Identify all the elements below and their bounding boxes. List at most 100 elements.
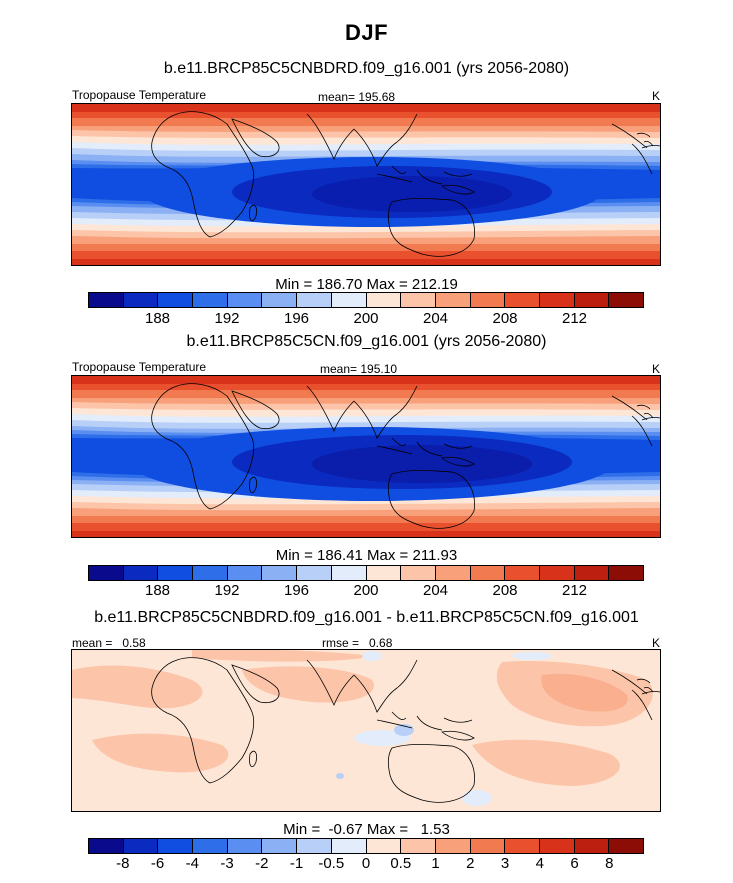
- diff-neg-1: [354, 730, 410, 746]
- colorbar-swatch-2: [158, 566, 194, 580]
- colorbar-tick-label: -0.5: [318, 855, 345, 872]
- colorbar-tick-label: 0: [361, 855, 371, 872]
- colorbar-swatch-13: [539, 566, 575, 580]
- colorbar-swatch-8: [366, 293, 402, 307]
- panel-3-title: b.e11.BRCP85C5CNBDRD.f09_g16.001 - b.e11…: [94, 609, 639, 626]
- madagascar-coast: [249, 204, 257, 222]
- colorbar-swatch-0: [89, 566, 124, 580]
- caribbean-islands: [636, 404, 654, 419]
- central-america-coast: [611, 123, 648, 149]
- colorbar-tick-label: 188: [144, 310, 171, 327]
- diff-neg-5: [512, 652, 552, 660]
- panel-3-units-label: K: [652, 636, 661, 650]
- panel-1-field: [72, 104, 660, 265]
- se-asia-coast: [353, 113, 418, 167]
- diff-patch-1: [72, 665, 203, 709]
- colorbar-swatch-2: [158, 293, 194, 307]
- colorbar-swatch-6: [297, 839, 332, 853]
- africa-coast: [151, 657, 255, 784]
- panel-1-minmax: Min = 186.70 Max = 212.19: [275, 276, 458, 293]
- colorbar-tick-label: 196: [283, 582, 310, 599]
- panel-2-title: b.e11.BRCP85C5CN.f09_g16.001 (yrs 2056-2…: [186, 333, 547, 350]
- central-america-coast: [611, 669, 648, 695]
- panel-2-variable-label: Tropopause Temperature: [72, 360, 207, 374]
- colorbar-swatch-8: [366, 839, 402, 853]
- colorbar-tick-label: 200: [353, 310, 379, 327]
- panel-2-units-label: K: [652, 362, 661, 376]
- new-guinea-coast: [441, 184, 475, 195]
- colorbar-swatch-11: [470, 566, 506, 580]
- colorbar-swatch-14: [574, 566, 610, 580]
- panel-2-minmax: Min = 186.41 Max = 211.93: [275, 547, 458, 564]
- colorbar-swatch-2: [158, 839, 194, 853]
- arabia-coast: [231, 390, 280, 430]
- colorbar-tick-label: 8: [605, 855, 614, 872]
- colorbar-swatch-7: [331, 839, 367, 853]
- colorbar-tick-label: 6: [570, 855, 579, 872]
- colorbar-swatch-5: [262, 566, 298, 580]
- australia-coast: [387, 743, 475, 803]
- panel-2-map: [71, 375, 661, 538]
- colorbar-swatch-11: [470, 293, 506, 307]
- panel-1-colorbar-ticks: 188 192 196 200 204 208 212: [88, 310, 644, 330]
- panel-3-minmax: Min = -0.67 Max = 1.53: [283, 821, 450, 838]
- colorbar-tick-label: 208: [492, 310, 518, 327]
- colorbar-swatch-4: [227, 566, 263, 580]
- india-coast: [306, 113, 355, 161]
- colorbar-swatch-7: [331, 566, 367, 580]
- colorbar-swatch-9: [401, 839, 436, 853]
- panel-3-colorbar: [88, 838, 644, 854]
- colorbar-tick-label: 208: [492, 582, 518, 599]
- diff-neg-6: [336, 773, 344, 779]
- colorbar-swatch-0: [89, 293, 124, 307]
- colorbar-swatch-0: [89, 839, 124, 853]
- south-america-coast: [631, 143, 660, 175]
- colorbar-tick-label: 212: [561, 582, 588, 599]
- caribbean-islands: [636, 678, 654, 693]
- colorbar-swatch-11: [470, 839, 506, 853]
- cold-core-center: [312, 176, 512, 212]
- colorbar-swatch-3: [193, 293, 228, 307]
- panel-3-rmse-label: rmse = 0.68: [322, 636, 393, 650]
- diff-neg-4: [362, 651, 382, 661]
- colorbar-swatch-10: [435, 293, 471, 307]
- madagascar-coast: [249, 476, 257, 494]
- colorbar-tick-label: -2: [255, 855, 269, 872]
- colorbar-tick-label: -6: [150, 855, 165, 872]
- panel-3-map: [71, 649, 661, 812]
- australia-coast: [387, 197, 475, 257]
- colorbar-tick-label: 212: [561, 310, 588, 327]
- diff-patch-3: [242, 666, 374, 703]
- diff-patch-6: [541, 673, 628, 712]
- colorbar-tick-label: 192: [214, 310, 240, 327]
- colorbar-tick-label: 2: [466, 855, 475, 872]
- panel-1-units-label: K: [652, 89, 661, 103]
- diff-neg-3: [462, 790, 492, 806]
- panel-2-coastlines: [151, 383, 660, 529]
- colorbar-tick-label: -4: [185, 855, 199, 872]
- arabia-coast: [231, 118, 280, 158]
- australia-coast: [387, 469, 475, 529]
- panel-2-colorbar: [88, 565, 644, 581]
- india-coast: [306, 385, 355, 433]
- panel-3-colorbar-ticks: -8 -6 -4 -3 -2 -1 -0.5 0 0.5 1 2 3 4 6 8: [88, 855, 644, 875]
- colorbar-tick-label: -8: [116, 855, 130, 872]
- panel-2-field: [72, 376, 660, 537]
- colorbar-swatch-1: [123, 566, 159, 580]
- colorbar-swatch-4: [227, 293, 263, 307]
- india-coast: [306, 659, 355, 707]
- se-asia-coast: [353, 385, 418, 439]
- colorbar-swatch-1: [123, 293, 159, 307]
- colorbar-swatch-12: [505, 293, 540, 307]
- arabia-coast: [231, 664, 280, 704]
- maritime-islands-1: [376, 165, 473, 185]
- main-title: DJF: [344, 20, 389, 45]
- new-guinea-coast: [441, 456, 475, 467]
- colorbar-swatch-14: [574, 293, 610, 307]
- colorbar-swatch-4: [227, 839, 263, 853]
- africa-coast: [151, 111, 255, 238]
- new-guinea-coast: [441, 730, 475, 741]
- colorbar-swatch-8: [366, 566, 402, 580]
- colorbar-swatch-15: [609, 839, 643, 853]
- diff-patch-7: [192, 650, 372, 662]
